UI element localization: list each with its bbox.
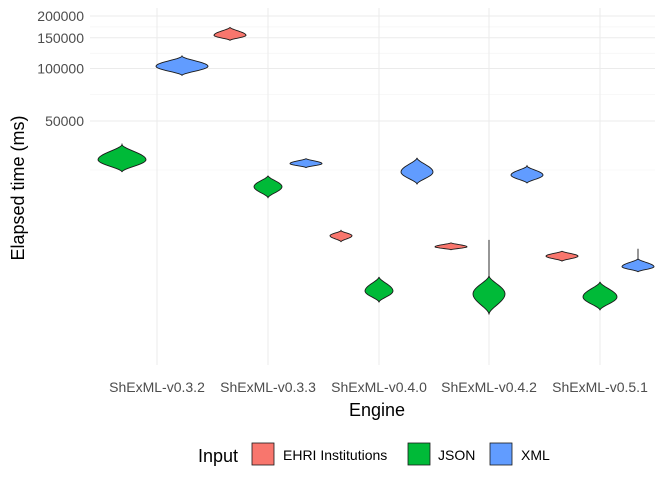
violin-ehri-institutions-shexml-v0-4-0 [329,229,353,243]
y-tick-label: 50000 [45,113,84,129]
legend-key-ehri-institutions [251,442,275,466]
violin-xml-shexml-v0-3-3 [289,158,323,169]
violin-json-shexml-v0-3-3 [253,175,283,199]
legend-label: JSON [438,447,475,463]
y-tick-label: 200000 [37,8,84,24]
legend-key-xml [489,442,513,466]
x-tick-label: ShExML-v0.5.1 [552,379,648,395]
violin-json-shexml-v0-3-2 [97,143,147,173]
y-axis-tick-labels: 50000 100000 150000 200000 [37,8,84,129]
legend: Input EHRI Institutions JSON XML [198,442,550,466]
violin-ehri-institutions-shexml-v0-5-1 [545,250,579,262]
violin-json-shexml-v0-5-1 [582,281,618,311]
violin-ehri-institutions-shexml-v0-4-2 [434,242,468,251]
x-tick-label: ShExML-v0.3.2 [109,379,205,395]
violin-xml-shexml-v0-4-0 [400,157,434,185]
legend-label: EHRI Institutions [283,447,387,463]
violin-xml-shexml-v0-4-2 [510,165,544,184]
violins [97,27,655,316]
violin-xml-shexml-v0-5-1 [621,248,655,273]
violin-json-shexml-v0-4-2 [472,239,506,316]
violin-xml-shexml-v0-3-2 [155,55,209,76]
violin-ehri-institutions-shexml-v0-3-3 [213,27,247,41]
x-tick-label: ShExML-v0.3.3 [220,379,316,395]
x-tick-label: ShExML-v0.4.2 [441,379,537,395]
legend-key-json [407,442,431,466]
x-axis-title: Engine [349,400,405,420]
legend-label: XML [521,447,550,463]
y-axis-title: Elapsed time (ms) [8,115,28,260]
legend-title: Input [198,446,238,466]
y-tick-label: 100000 [37,61,84,77]
y-tick-label: 150000 [37,30,84,46]
x-tick-label: ShExML-v0.4.0 [331,379,427,395]
x-axis-tick-labels: ShExML-v0.3.2 ShExML-v0.3.3 ShExML-v0.4.0 S… [109,379,648,395]
violin-json-shexml-v0-4-0 [364,276,394,303]
